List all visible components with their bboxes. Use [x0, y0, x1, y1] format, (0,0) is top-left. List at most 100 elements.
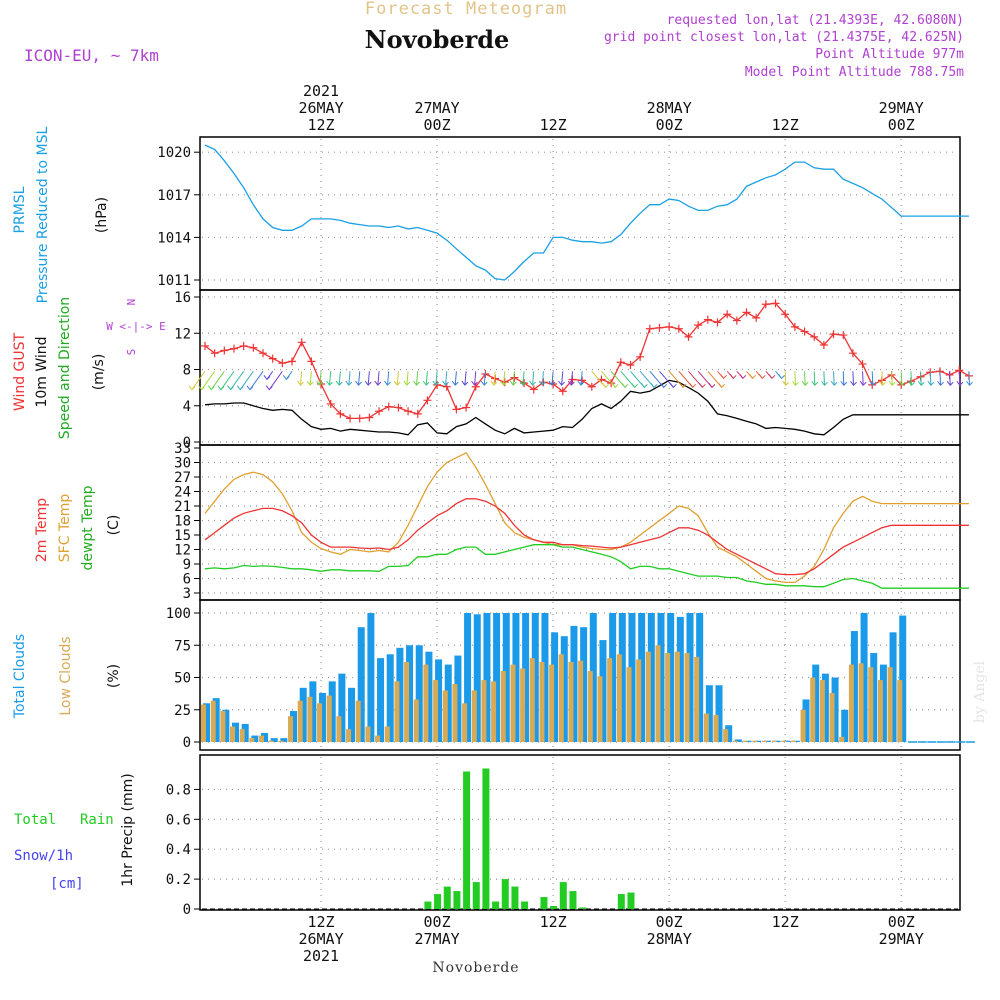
wind-arrow: [823, 371, 825, 386]
low-cloud-bar: [326, 695, 332, 742]
wind-arrow-head: [519, 380, 527, 386]
precip-label-snow: Snow/1h: [14, 848, 73, 864]
rain-bar: [492, 901, 500, 909]
wind-gust-marker: [732, 316, 741, 325]
low-cloud-bar: [539, 662, 545, 742]
low-cloud-bar: [307, 696, 313, 742]
wind-arrow: [842, 371, 845, 386]
wind-arrow-head: [698, 383, 706, 389]
wind-gust-marker: [578, 376, 587, 385]
wind-gust-marker: [355, 414, 364, 423]
wind-gust-marker: [819, 341, 828, 350]
wind-arrow: [464, 371, 467, 386]
wind-arrow-head: [509, 380, 517, 386]
wind-arrow-head: [768, 374, 776, 380]
wind-arrow-head: [490, 380, 498, 386]
axis-ticks: 1011101410171020048121636912151821242730…: [157, 145, 200, 918]
total-cloud-bar: [831, 677, 839, 742]
wind-arrow-head: [355, 380, 362, 386]
total-cloud-bar: [348, 687, 356, 742]
precip-bars: [202, 768, 958, 910]
y-tick-label: 3: [183, 586, 191, 602]
wind-arrow-head: [621, 383, 629, 389]
wind-arrow-head: [471, 380, 478, 386]
wind-arrow: [416, 371, 419, 386]
wind-arrow: [871, 371, 874, 386]
total-cloud-bar: [203, 703, 210, 742]
y-tick-label: 27: [174, 470, 191, 486]
wind-arrow-head: [708, 383, 716, 389]
total-cloud-bar: [435, 659, 443, 742]
low-cloud-bar: [597, 676, 603, 742]
wind-arrow-head: [236, 385, 244, 391]
low-cloud-bar: [336, 716, 342, 742]
time-label-bottom: 12Z: [540, 913, 567, 931]
temp-unit: (C): [106, 515, 122, 536]
total-cloud-bar: [763, 740, 771, 742]
low-cloud-bar: [471, 690, 477, 742]
time-label-top: 00Z: [656, 116, 683, 134]
wind-arrow: [396, 371, 399, 386]
wind-arrow-head: [792, 380, 799, 387]
total-cloud-bar: [715, 685, 723, 742]
y-tick-label: 30: [174, 456, 191, 472]
low-cloud-bar: [742, 740, 748, 742]
time-label-bottom: 00Z: [888, 913, 915, 931]
wind-arrow: [891, 371, 893, 386]
rain-bar: [521, 901, 529, 909]
wind-gust-marker: [201, 341, 209, 350]
time-label-top: 12Z: [772, 116, 799, 134]
low-cloud-bar: [259, 735, 265, 742]
precip-label-rain: Rain: [80, 812, 114, 828]
wind-arrow-head: [840, 380, 848, 387]
wind-arrow: [561, 371, 564, 386]
wind-arrow: [493, 371, 496, 386]
low-cloud-bar: [713, 714, 719, 742]
total-cloud-bar: [212, 698, 220, 742]
low-cloud-bar: [558, 654, 564, 742]
wind-arrow-head: [393, 380, 401, 386]
wind-gust-marker: [249, 343, 258, 352]
total-cloud-bar: [889, 632, 897, 742]
low-cloud-bar: [452, 683, 458, 742]
total-cloud-bar: [280, 738, 288, 742]
low-cloud-bar: [384, 726, 390, 742]
low-cloud-bar: [616, 654, 622, 742]
wind-gust-marker: [297, 338, 306, 347]
wind-arrow-head: [432, 380, 440, 386]
total-cloud-bar: [754, 740, 762, 742]
total-cloud-bar: [841, 709, 849, 742]
wind-arrow: [852, 371, 854, 386]
wind-gust-marker: [790, 322, 799, 331]
compass-west-east: W <-|-> E: [106, 320, 166, 333]
y-tick-label: 1014: [157, 230, 191, 246]
low-cloud-bar: [607, 658, 613, 742]
wind-gust-marker: [529, 385, 538, 394]
wind-gust-marker: [655, 323, 664, 332]
low-cloud-bar: [529, 658, 535, 742]
total-cloud-bar: [251, 735, 259, 742]
y-tick-label: 1020: [157, 145, 191, 161]
low-cloud-bar: [210, 700, 216, 742]
total-cloud-bar: [705, 685, 713, 742]
low-cloud-bar: [365, 726, 371, 742]
low-cloud-bar: [810, 677, 816, 742]
low-cloud-bar: [249, 738, 255, 742]
wind-arrow: [210, 371, 225, 390]
wind-arrow: [949, 371, 951, 386]
low-cloud-bar: [288, 716, 294, 742]
wind-gust-marker: [703, 315, 712, 324]
low-cloud-bar: [220, 711, 226, 742]
cloud-labels: Total Clouds Low Clouds (%): [12, 634, 122, 719]
wind-label-2: 10m Wind: [34, 336, 50, 407]
wind-gust-marker: [684, 332, 693, 341]
wind-gust-marker: [829, 330, 838, 339]
wind-gust-marker: [259, 349, 268, 358]
time-label-bottom: 2021: [303, 947, 339, 965]
wind-arrow-head: [364, 380, 372, 386]
low-cloud-bar: [346, 729, 352, 742]
temp-label-sfc: SFC Temp: [57, 494, 73, 563]
wind-arrow: [435, 371, 438, 386]
wind-arrow: [268, 371, 283, 390]
wind-arrow-head: [577, 380, 585, 386]
